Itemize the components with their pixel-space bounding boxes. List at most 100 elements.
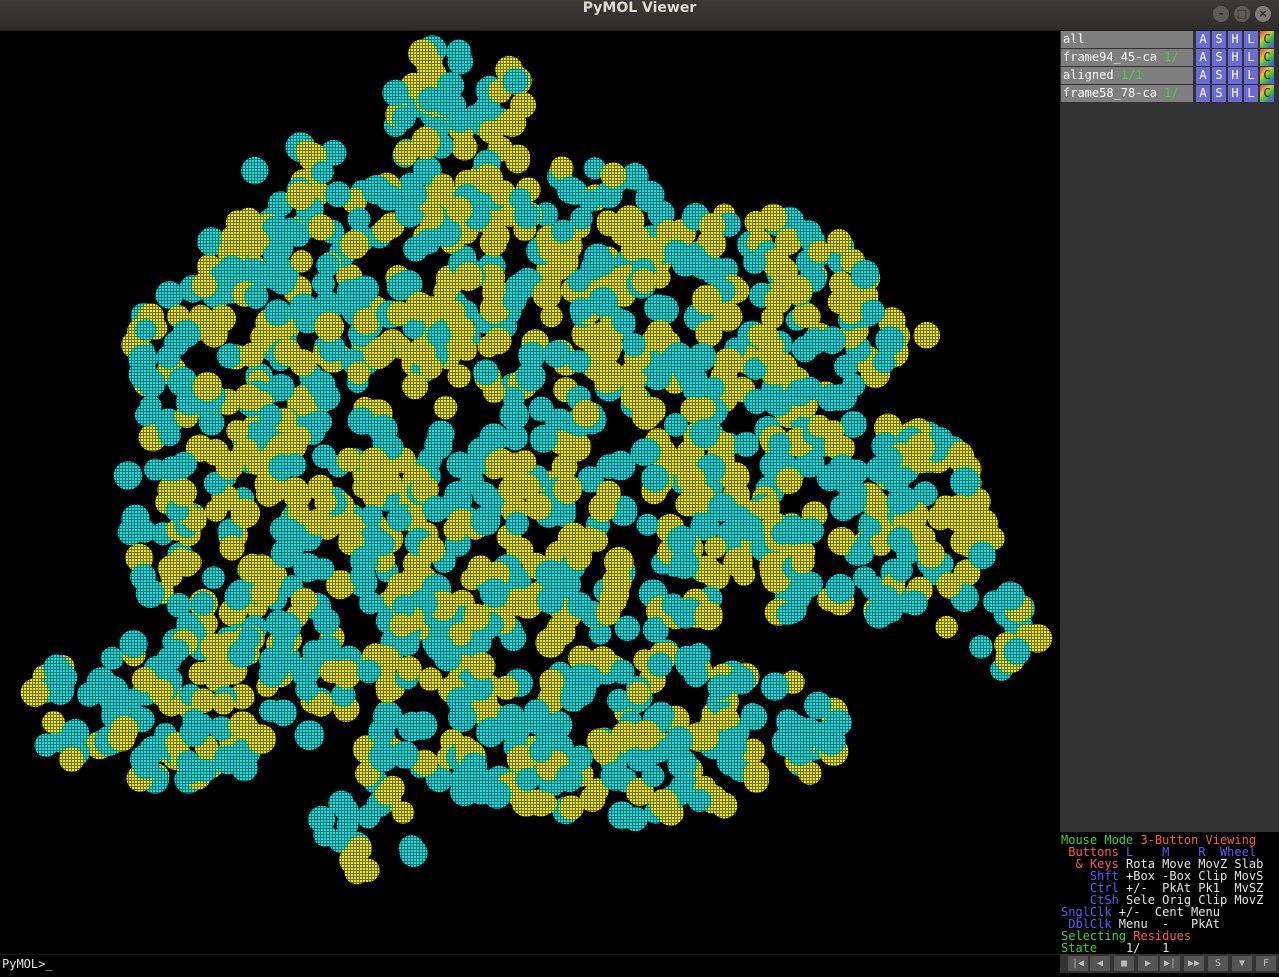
minimize-button[interactable]: –	[1213, 6, 1229, 22]
atom-sphere	[347, 207, 371, 231]
atom-sphere	[791, 550, 815, 574]
double-click-label: DblClk	[1061, 917, 1119, 931]
atom-sphere	[466, 561, 489, 585]
show-button[interactable]: S	[1211, 85, 1226, 102]
atom-sphere	[759, 551, 788, 581]
show-button[interactable]: S	[1211, 49, 1226, 66]
atom-sphere	[610, 659, 635, 684]
atom-sphere	[798, 376, 822, 400]
atom-sphere	[645, 320, 674, 348]
atom-sphere	[340, 230, 370, 260]
atom-sphere	[325, 570, 355, 600]
stop-button[interactable]: ■	[1114, 956, 1134, 971]
label-button[interactable]: L	[1243, 67, 1258, 84]
show-button[interactable]: S	[1211, 67, 1226, 84]
object-row-frame58[interactable]: frame58_78-ca 1/ A S H L C	[1061, 85, 1278, 102]
atom-sphere	[690, 511, 720, 541]
object-name[interactable]: frame58_78-ca 1/	[1061, 85, 1193, 102]
rewind-button[interactable]: |◀	[1068, 956, 1088, 971]
playback-controls: |◀ ◀ ■ ▶ ▶| ▶▶ S ▼ F	[1060, 954, 1279, 973]
atom-sphere	[733, 431, 760, 458]
command-prompt[interactable]: PyMOL>_	[2, 957, 53, 971]
atom-sphere	[636, 180, 665, 209]
object-row-aligned[interactable]: aligned 1/1 A S H L C	[1061, 67, 1278, 84]
back-button[interactable]: ◀	[1090, 956, 1110, 971]
atom-sphere	[470, 506, 501, 536]
object-name[interactable]: aligned 1/1	[1061, 67, 1193, 84]
atom-sphere	[320, 139, 347, 166]
atom-sphere	[250, 324, 275, 350]
atom-sphere	[202, 566, 226, 590]
fullscreen-button[interactable]: F	[1256, 956, 1276, 971]
atom-sphere	[506, 744, 536, 774]
atom-sphere	[887, 526, 914, 553]
hide-button[interactable]: H	[1227, 67, 1242, 84]
forward-button[interactable]: ▶|	[1160, 956, 1180, 971]
movie-menu-button[interactable]: ▼	[1232, 956, 1252, 971]
mouse-mode-legend: Mouse Mode 3-Button Viewing Buttons L M …	[1060, 832, 1279, 954]
atom-sphere	[382, 79, 409, 107]
single-click-actions: +/- Cent Menu	[1118, 905, 1220, 919]
label-button[interactable]: L	[1243, 85, 1258, 102]
atom-sphere	[49, 663, 78, 692]
atom-sphere	[238, 553, 267, 583]
atom-sphere	[259, 699, 282, 722]
action-button[interactable]: A	[1195, 31, 1210, 48]
end-button[interactable]: ▶▶	[1184, 956, 1204, 971]
single-click-label: SnglClk	[1061, 905, 1119, 919]
hide-button[interactable]: H	[1227, 49, 1242, 66]
atom-sphere	[631, 720, 661, 750]
atom-sphere	[446, 451, 474, 479]
color-button[interactable]: C	[1259, 49, 1274, 66]
scene-button[interactable]: S	[1208, 956, 1228, 971]
atom-sphere	[771, 727, 802, 757]
object-name[interactable]: all	[1061, 31, 1193, 48]
action-button[interactable]: A	[1195, 85, 1210, 102]
object-row-frame94[interactable]: frame94_45-ca 1/ A S H L C	[1061, 49, 1278, 66]
color-button[interactable]: C	[1259, 67, 1274, 84]
atom-sphere	[20, 678, 50, 707]
atom-sphere	[331, 682, 356, 708]
atom-sphere	[515, 767, 540, 792]
hide-button[interactable]: H	[1227, 31, 1242, 48]
atom-sphere	[775, 709, 801, 734]
maximize-button[interactable]: □	[1234, 6, 1250, 22]
label-button[interactable]: L	[1243, 49, 1258, 66]
color-button[interactable]: C	[1259, 31, 1274, 48]
atom-sphere	[460, 752, 488, 780]
atom-sphere	[720, 461, 750, 492]
atom-sphere	[676, 465, 706, 495]
label-button[interactable]: L	[1243, 31, 1258, 48]
atom-sphere	[282, 480, 312, 510]
atom-sphere	[191, 272, 217, 298]
atom-sphere	[627, 681, 650, 705]
atom-sphere	[682, 377, 708, 403]
show-button[interactable]: S	[1211, 31, 1226, 48]
atom-sphere	[611, 721, 641, 750]
atom-sphere	[262, 243, 286, 267]
command-line[interactable]: PyMOL>_	[0, 954, 1060, 973]
atom-sphere	[715, 707, 740, 731]
object-row-all[interactable]: all A S H L C	[1061, 31, 1278, 48]
mouse-mode-value[interactable]: 3-Button Viewing	[1140, 833, 1257, 847]
atom-sphere	[166, 592, 192, 618]
atom-sphere	[822, 466, 845, 489]
atom-sphere	[649, 788, 679, 819]
hide-button[interactable]: H	[1227, 85, 1242, 102]
atom-sphere	[303, 508, 331, 536]
selecting-value[interactable]: Residues	[1133, 929, 1192, 943]
atom-sphere	[355, 465, 386, 496]
atom-sphere	[59, 747, 85, 772]
atom-sphere	[505, 511, 529, 536]
atom-sphere	[797, 304, 821, 329]
action-button[interactable]: A	[1195, 49, 1210, 66]
action-button[interactable]: A	[1195, 67, 1210, 84]
atom-sphere	[267, 373, 295, 402]
object-name[interactable]: frame94_45-ca 1/	[1061, 49, 1193, 66]
atom-sphere	[804, 691, 832, 720]
molecule-viewport[interactable]	[0, 31, 1059, 954]
atom-sphere	[453, 262, 483, 291]
play-button[interactable]: ▶	[1138, 956, 1158, 971]
close-button[interactable]: ×	[1255, 6, 1271, 22]
color-button[interactable]: C	[1259, 85, 1274, 102]
